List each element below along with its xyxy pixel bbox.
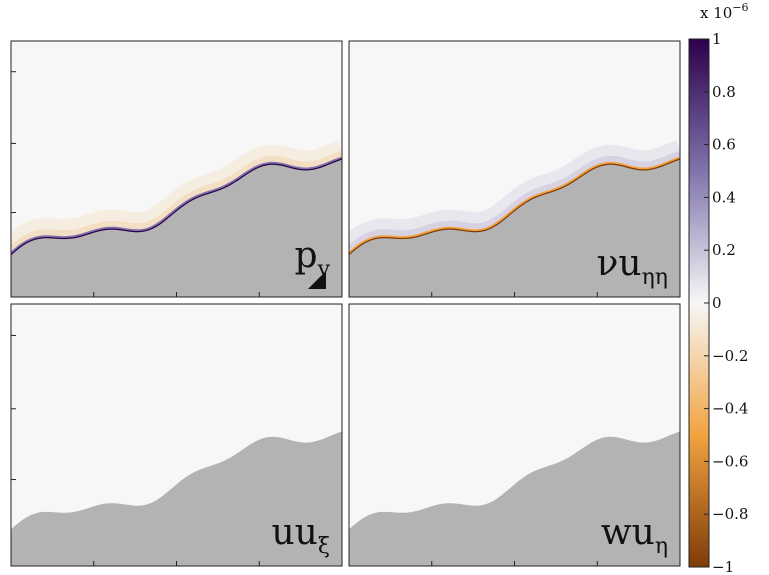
halo-band bbox=[349, 140, 680, 255]
panel-2: νuηη bbox=[348, 40, 681, 298]
panel-ticks bbox=[11, 71, 260, 297]
panel-label: py bbox=[295, 235, 331, 282]
colorbar-tick-label: −1 bbox=[712, 558, 734, 575]
halo-band bbox=[11, 140, 342, 255]
panel-label: uuξ bbox=[272, 512, 331, 559]
colorbar-exponent: x 10−6 bbox=[700, 1, 749, 22]
halo-band-inner bbox=[11, 150, 342, 254]
panel-3: uuξ bbox=[10, 303, 343, 567]
colorbar-tick-label: 0.8 bbox=[712, 83, 736, 101]
colorbar: 1 0.8 0.6 0.4 0.2 0 −0.2 −0.4 −0.6 −0.8 −1 x 10−6 bbox=[688, 1, 749, 575]
colorbar-tick-label: −0.2 bbox=[712, 347, 748, 365]
colorbar-exponent-power: −6 bbox=[732, 1, 748, 14]
colorbar-tick-label: −0.8 bbox=[712, 505, 748, 523]
terrain bbox=[11, 159, 342, 297]
terrain bbox=[349, 431, 680, 566]
panel-label: νuηη bbox=[597, 243, 668, 290]
panel-label-main: uu bbox=[272, 512, 318, 553]
panel-label-main: p bbox=[295, 235, 318, 276]
colorbar-tick-label: −0.6 bbox=[712, 452, 748, 470]
colorbar-tick-label: 0 bbox=[712, 294, 722, 312]
panel-ticks bbox=[11, 334, 260, 566]
colorbar-tick-label: −0.4 bbox=[712, 400, 748, 418]
colorbar-tick-label: 0.6 bbox=[712, 136, 736, 154]
panel-label-main: wu bbox=[601, 512, 655, 553]
terrain bbox=[349, 159, 680, 297]
panel-ticks bbox=[431, 292, 598, 297]
panel-label-sub: y bbox=[317, 257, 331, 282]
colorbar-tick-label: 0.2 bbox=[712, 241, 736, 259]
triangle-marker-icon bbox=[308, 271, 326, 289]
panel-4: wuη bbox=[348, 303, 681, 567]
colorbar-gradient bbox=[689, 39, 709, 567]
panel-label-sub: ηη bbox=[642, 265, 668, 290]
panel-1: py bbox=[10, 40, 343, 298]
panel-label-sub: η bbox=[655, 534, 668, 559]
panels: py νuηη uuξ wuη bbox=[10, 40, 681, 567]
panel-ticks bbox=[431, 561, 598, 566]
panel-label: wuη bbox=[601, 512, 668, 559]
colorbar-exponent-base: x 10 bbox=[700, 4, 732, 22]
terrain bbox=[11, 431, 342, 566]
panel-label-main: νu bbox=[597, 243, 642, 284]
halo-band-inner bbox=[349, 150, 680, 254]
colorbar-tick-label: 0.4 bbox=[712, 188, 736, 206]
colorbar-tick-label: 1 bbox=[712, 30, 722, 48]
panel-label-sub: ξ bbox=[318, 534, 330, 559]
